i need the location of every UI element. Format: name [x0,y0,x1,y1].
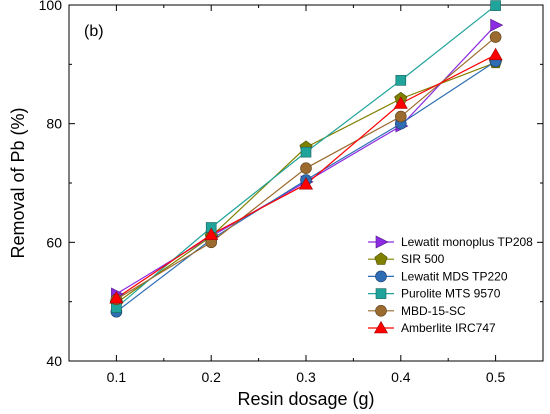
data-point-series-6 [488,47,503,61]
x-tick-label: 0.3 [296,369,316,385]
data-point-series-4 [300,146,312,158]
legend-label: Purolite MTS 9570 [401,287,501,301]
y-axis: 40 60 80 100 [39,0,543,369]
x-tick-label: 0.2 [201,369,221,385]
legend-label: Lewatit MDS TP220 [401,269,508,283]
x-axis: 0.1 0.2 0.3 0.4 0.5 [107,5,506,385]
y-tick-label: 80 [46,116,62,132]
data-point-series-6 [298,177,314,190]
series-markers [109,0,504,318]
legend-marker [375,270,387,283]
legend-marker [375,288,387,299]
y-tick-label: 40 [46,353,62,369]
data-point-series-6 [393,96,408,109]
legend-marker [374,252,388,265]
y-tick-label: 100 [39,0,63,13]
data-point-series-6 [204,227,219,240]
x-axis-title: Resin dosage (g) [237,389,374,409]
data-point-series-4 [490,0,501,11]
y-axis-title: Removal of Pb (%) [8,107,28,258]
legend-label: Lewatit monoplus TP208 [401,235,533,249]
data-point-series-5 [394,110,407,123]
panel-label: (b) [84,23,104,40]
x-tick-label: 0.1 [107,369,127,385]
legend: Lewatit monoplus TP208 SIR 500 Lewatit MDS… [368,235,533,335]
data-point-series-1 [490,18,504,32]
data-point-series-6 [109,290,124,304]
x-tick-label: 0.4 [391,369,411,385]
legend-label: MBD-15-SC [401,304,466,318]
x-tick-label: 0.5 [486,369,506,385]
legend-marker [375,235,389,249]
data-point-series-5 [489,31,502,43]
legend-label: SIR 500 [401,252,445,266]
legend-marker [373,320,389,334]
legend-label: Amberlite IRC747 [401,321,496,335]
y-tick-label: 60 [46,234,62,250]
data-point-series-5 [300,162,312,174]
data-point-series-4 [395,75,407,86]
legend-marker [375,304,387,317]
